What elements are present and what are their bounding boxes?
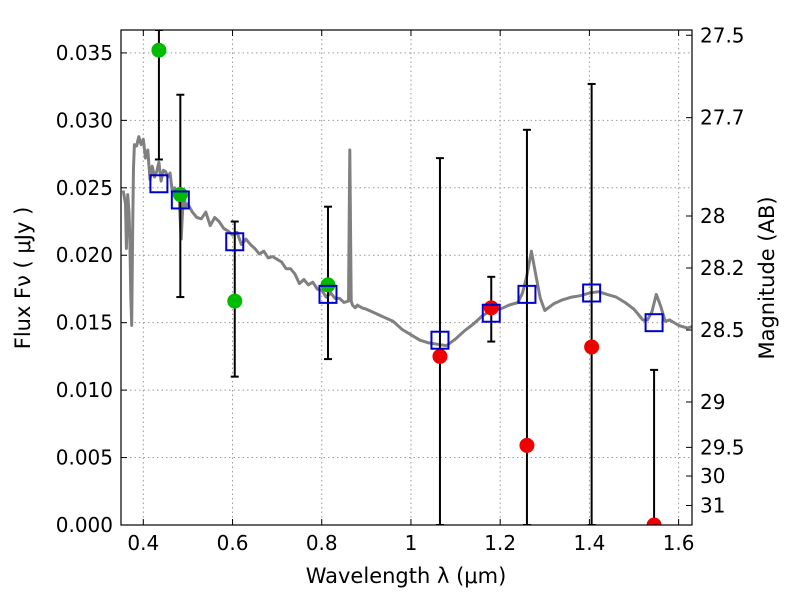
- x-tick-label: 0.6: [217, 531, 249, 555]
- y2-tick-label: 28: [700, 204, 725, 228]
- upper-limit-point: [646, 517, 662, 525]
- model-square: [318, 284, 338, 304]
- plot-area: [121, 30, 692, 525]
- upper-limit-point: [584, 339, 600, 355]
- y-tick-label: 0.030: [56, 108, 113, 132]
- model-squares: [149, 174, 664, 350]
- data-points: [151, 42, 662, 525]
- y-tick-label: 0.005: [56, 446, 113, 470]
- x-axis-label: Wavelength λ (μm): [306, 564, 507, 588]
- upper-limit-point: [519, 437, 535, 453]
- x-tick-label: 1.4: [573, 531, 605, 555]
- y-tick-label: 0.000: [56, 513, 113, 537]
- plot-frame: [120, 29, 693, 526]
- model-square: [225, 232, 245, 252]
- y2-tick-label: 28.2: [700, 256, 745, 280]
- y2-tick-label: 27.7: [700, 106, 745, 130]
- y2-tick-label: 31: [700, 494, 725, 518]
- template-spectrum-line: [121, 135, 692, 348]
- y2-axis-label: Magnitude (AB): [755, 196, 779, 359]
- model-square: [149, 174, 169, 194]
- x-tick-label: 0.8: [306, 531, 338, 555]
- model-square: [517, 284, 537, 304]
- errorbars: [154, 30, 659, 525]
- model-square: [481, 303, 501, 323]
- y-tick-label: 0.035: [56, 41, 113, 65]
- y2-tick-label: 30: [700, 464, 725, 488]
- grid-lines: [121, 30, 692, 526]
- detection-point: [151, 42, 167, 58]
- y2-tick-label: 27.5: [700, 23, 745, 47]
- detection-point: [172, 187, 188, 203]
- y2-tick-label: 29.5: [700, 435, 745, 459]
- y-axis-label: Flux Fν ( μJy ): [11, 207, 35, 350]
- x-axis-ticks: 0.4 0.6 0.8 1 1.2 1.4 1.6: [127, 30, 695, 555]
- x-tick-label: 0.4: [127, 531, 159, 555]
- y2-tick-label: 28.5: [700, 318, 745, 342]
- detection-point: [227, 293, 243, 309]
- y-tick-label: 0.020: [56, 243, 113, 267]
- model-square: [430, 330, 450, 350]
- y-tick-label: 0.015: [56, 311, 113, 335]
- upper-limit-point: [483, 300, 499, 316]
- x-tick-label: 1.2: [484, 531, 516, 555]
- x-tick-label: 1: [405, 531, 418, 555]
- model-square: [582, 283, 602, 303]
- model-square: [644, 313, 664, 333]
- model-square: [170, 190, 190, 210]
- y-tick-label: 0.010: [56, 378, 113, 402]
- y2-axis-ticks: 27.5 27.7 28 28.2 28.5 29 29.5 30 31: [686, 23, 745, 518]
- upper-limit-point: [432, 348, 448, 364]
- y-axis-ticks: 0.000 0.005 0.010 0.015 0.020 0.025 0.030 0.035: [56, 41, 127, 537]
- y-tick-label: 0.025: [56, 176, 113, 200]
- x-tick-label: 1.6: [663, 531, 695, 555]
- y2-tick-label: 29: [700, 390, 725, 414]
